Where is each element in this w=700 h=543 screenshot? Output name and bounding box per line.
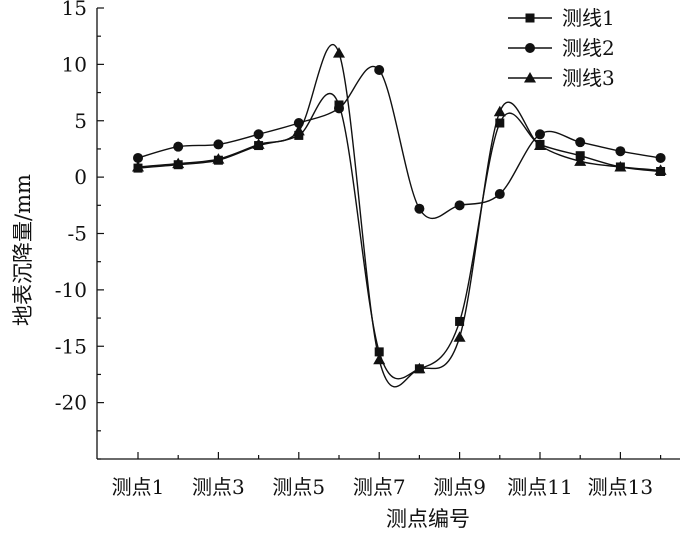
x-tick-label: 测点3	[192, 475, 245, 499]
data-point	[133, 152, 143, 163]
legend-label: 测线3	[562, 66, 615, 90]
legend-entry: 测线2	[508, 36, 615, 60]
x-tick-label: 测点7	[353, 475, 406, 499]
legend-label: 测线2	[562, 36, 615, 60]
data-point	[615, 146, 626, 157]
y-tick-label: -20	[55, 391, 87, 415]
data-point	[252, 138, 265, 149]
y-tick-label: 15	[62, 0, 87, 20]
legend-marker	[525, 43, 535, 53]
data-point	[655, 152, 666, 163]
data-point	[294, 130, 304, 140]
legend-label: 测线1	[562, 6, 615, 30]
data-point	[374, 65, 385, 76]
data-point	[535, 129, 545, 140]
data-point	[253, 129, 264, 140]
data-point	[132, 160, 144, 172]
data-point	[373, 353, 386, 365]
series-line	[137, 43, 661, 388]
x-tick-label: 测点13	[588, 475, 653, 499]
series-line	[137, 93, 661, 380]
data-point	[493, 105, 506, 117]
y-tick-label: -5	[68, 222, 87, 246]
data-point	[334, 103, 344, 114]
data-point	[173, 141, 184, 152]
data-point	[292, 124, 305, 136]
data-point	[575, 137, 586, 148]
y-tick-label: 5	[74, 109, 87, 133]
x-tick-label: 测点5	[272, 475, 325, 499]
series-lines	[132, 43, 667, 388]
x-tick-label: 测点9	[433, 475, 486, 499]
data-point	[172, 157, 185, 169]
legend: 测线1 测线2 测线3	[508, 6, 615, 90]
data-point	[654, 164, 667, 175]
data-point	[453, 331, 466, 342]
y-tick-label: -15	[55, 334, 87, 358]
series-3	[132, 43, 667, 388]
axes: 15 10 5 0 -5 -10 -15 -20 测点1 测点3 测点5 测点7 测点9 测点11 测点13	[55, 0, 680, 499]
legend-entry: 测线3	[508, 66, 615, 90]
y-tick-label: 0	[74, 165, 87, 189]
data-point	[414, 203, 425, 214]
x-tick-label: 测点1	[112, 475, 165, 499]
data-point	[374, 347, 384, 357]
legend-marker	[524, 72, 536, 83]
data-point	[574, 155, 587, 166]
x-axis-label: 测点编号	[386, 507, 470, 531]
y-tick-label: 10	[62, 52, 87, 76]
y-tick-label: -10	[55, 278, 87, 302]
y-axis-label: 地表沉降量/mm	[11, 174, 35, 326]
data-point	[494, 189, 505, 200]
x-tick-label: 测点11	[507, 475, 572, 499]
data-point	[455, 316, 465, 326]
series-line	[137, 66, 661, 220]
data-point	[454, 200, 465, 211]
data-point	[534, 139, 546, 151]
data-point	[333, 47, 345, 58]
data-point	[213, 139, 224, 150]
data-point	[212, 153, 225, 164]
legend-marker	[525, 13, 535, 23]
data-point	[614, 160, 627, 172]
legend-entry: 测线1	[508, 6, 615, 30]
data-point	[413, 362, 426, 374]
data-point	[495, 118, 505, 128]
